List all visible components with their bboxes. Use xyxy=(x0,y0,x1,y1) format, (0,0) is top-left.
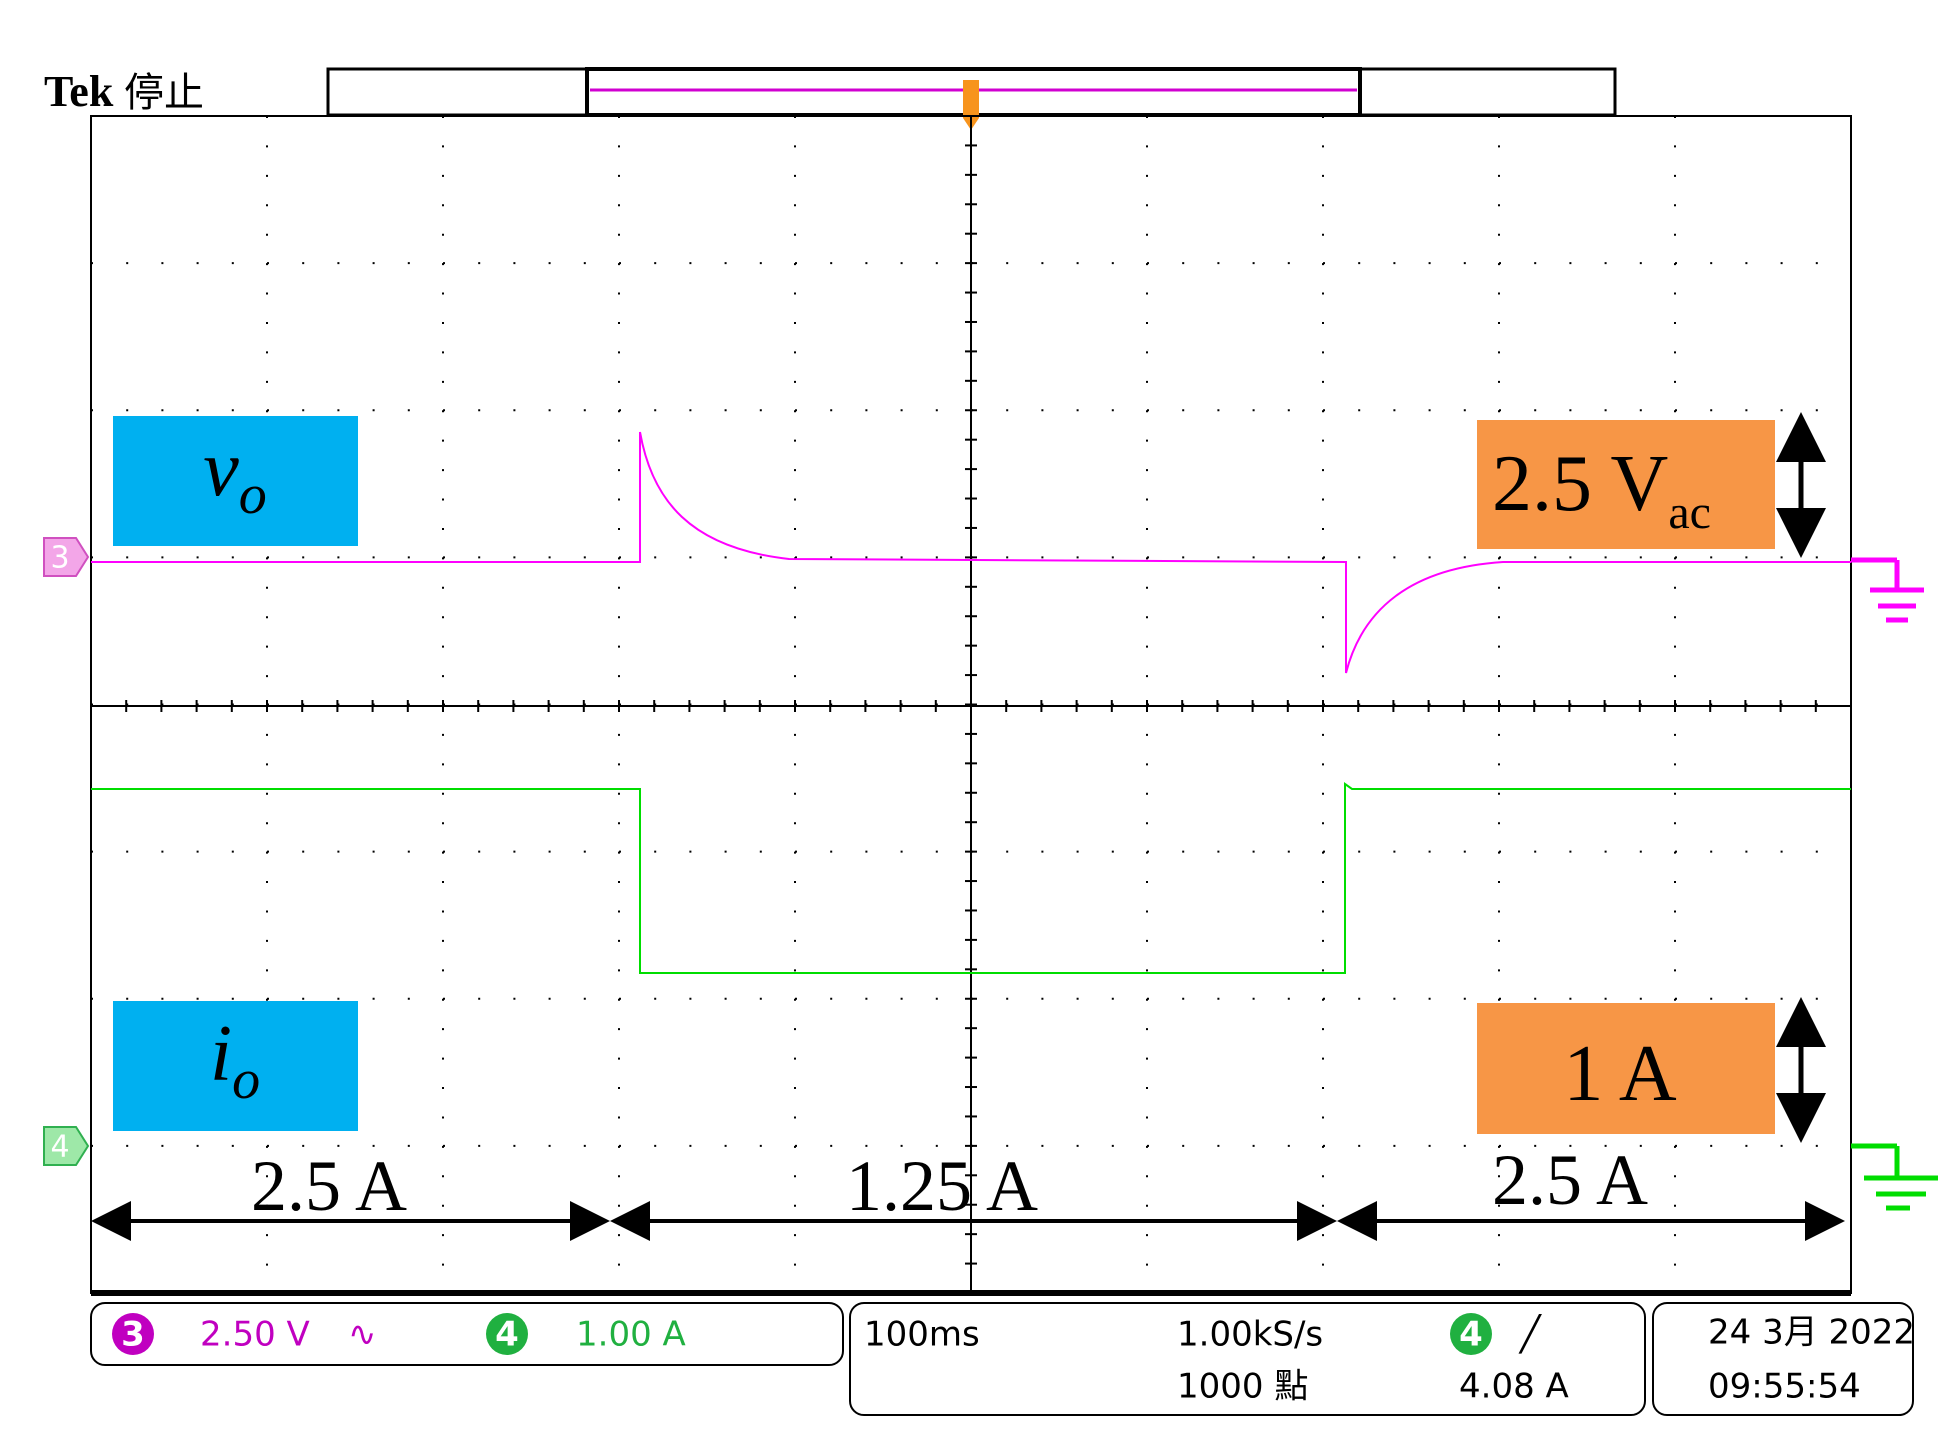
ch3-scale: 2.50 V xyxy=(200,1315,310,1355)
ch3-coupling: ∿ xyxy=(348,1315,377,1355)
acquisition-panel xyxy=(849,1302,1646,1416)
trigger-slope: ╱ xyxy=(1518,1314,1542,1355)
ch4-marker xyxy=(43,1126,90,1166)
ch3-marker xyxy=(43,537,90,577)
ch4-marker-label: 4 xyxy=(50,1130,69,1165)
ch4-ground xyxy=(1851,1143,1938,1211)
io-trace xyxy=(91,782,1851,974)
clock-panel xyxy=(1652,1302,1914,1416)
ch3-ground xyxy=(1851,557,1924,623)
record-length: 1000 點 xyxy=(1177,1367,1308,1407)
run-status: 停止 xyxy=(124,70,204,116)
trigger-level: 4.08 A xyxy=(1459,1367,1569,1407)
vo-main: v xyxy=(203,425,239,513)
trigger-source: 4 xyxy=(1459,1315,1483,1355)
vo-label-box xyxy=(113,416,358,546)
voltage-scale-box xyxy=(1477,420,1775,549)
ch3-marker-label: 3 xyxy=(50,541,69,576)
brand: Tek xyxy=(44,67,114,116)
vo-trace xyxy=(91,431,1851,674)
time: 09:55:54 xyxy=(1708,1367,1861,1407)
trigger-badge xyxy=(1450,1313,1492,1355)
io-label-box xyxy=(113,1001,358,1131)
current-scale-label: 1 A xyxy=(1563,1030,1677,1118)
segment-label: 1.25 A xyxy=(846,1146,1038,1226)
ch4-scale: 1.00 A xyxy=(576,1315,686,1355)
voltage-scale-label: 2.5 Vac xyxy=(1492,440,1711,539)
io-label: io xyxy=(210,1010,260,1111)
voltage-main: 2.5 V xyxy=(1492,440,1668,528)
segment-label: 2.5 A xyxy=(251,1146,407,1226)
io-sub: o xyxy=(232,1049,260,1111)
ch3-badge xyxy=(112,1313,154,1355)
timebase: 100ms xyxy=(864,1315,980,1355)
sample-rate: 1.00kS/s xyxy=(1177,1315,1323,1355)
ch4-badge xyxy=(486,1313,528,1355)
io-main: i xyxy=(210,1010,232,1098)
current-scale-box xyxy=(1477,1003,1775,1134)
channel-panel xyxy=(90,1302,844,1366)
vo-label: vo xyxy=(203,425,267,526)
trigger-position xyxy=(963,80,979,130)
vo-sub: o xyxy=(239,464,267,526)
ch4-number: 4 xyxy=(495,1315,519,1355)
voltage-sub: ac xyxy=(1668,486,1711,539)
ch3-number: 3 xyxy=(121,1315,145,1355)
segment-label: 2.5 A xyxy=(1492,1140,1648,1220)
date: 24 3月 2022 xyxy=(1708,1313,1915,1353)
